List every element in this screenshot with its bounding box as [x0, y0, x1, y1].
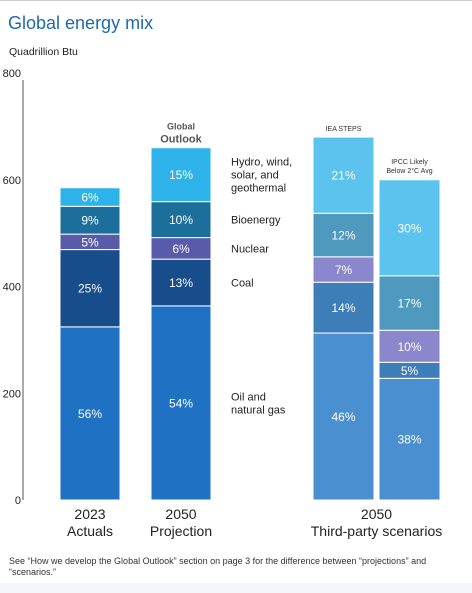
legend-label: Bioenergy	[231, 215, 281, 227]
segment-value-label: 10%	[397, 340, 421, 354]
segment-value-label: 38%	[397, 433, 421, 447]
segment-value-label: 10%	[169, 213, 193, 227]
y-tick-label: 400	[3, 282, 21, 294]
legend-label: Oil and	[231, 391, 266, 403]
bar-header-label: IPCC Likely	[391, 159, 428, 166]
segment-value-label: 9%	[81, 214, 99, 228]
segment-value-label: 7%	[335, 263, 353, 277]
segment-value-label: 6%	[81, 191, 99, 205]
segment-value-label: 30%	[397, 221, 421, 235]
top-divider	[0, 0, 472, 1]
bar-header-label: Below 2°C Avg	[386, 167, 432, 175]
x-axis-group-caption: Third-party scenarios	[311, 523, 443, 539]
segment-value-label: 25%	[78, 282, 102, 296]
segment-value-label: 5%	[401, 364, 419, 378]
segment-value-label: 56%	[78, 407, 102, 421]
bar-segment	[312, 212, 375, 258]
bar-segment	[312, 281, 375, 334]
footnote: See “How we develop the Global Outlook” …	[9, 556, 427, 577]
x-axis-group-year-label: 2050	[361, 506, 392, 522]
segment-value-label: 13%	[169, 276, 193, 290]
segment-value-label: 46%	[331, 410, 355, 424]
bar-segment	[378, 275, 441, 331]
bar-segment	[150, 305, 212, 501]
segment-value-label: 6%	[172, 242, 190, 256]
bar-segment	[378, 377, 441, 501]
segment-value-label: 12%	[331, 229, 355, 243]
bar-segment	[59, 249, 121, 328]
bar-segment	[312, 256, 375, 283]
x-axis-category-label: Actuals	[67, 523, 113, 539]
legend-label: natural gas	[231, 404, 286, 416]
legend-label: Hydro, wind,	[231, 157, 292, 169]
bar-segment	[150, 147, 212, 203]
x-axis-category-label: Projection	[150, 523, 212, 539]
y-tick-label: 200	[3, 388, 21, 400]
segment-value-label: 5%	[81, 235, 99, 249]
segment-value-label: 54%	[169, 396, 193, 410]
bar-header-label: IEA STEPS	[326, 126, 362, 133]
y-axis-unit-label: Quadrillion Btu	[9, 46, 78, 58]
bar-header-label: Global	[167, 122, 195, 132]
legend-label: Nuclear	[231, 243, 269, 255]
y-tick-label: 800	[3, 68, 21, 80]
legend-label: geothermal	[231, 183, 286, 195]
segment-value-label: 17%	[397, 297, 421, 311]
legend-label: solar, and	[231, 170, 279, 182]
segment-value-label: 14%	[331, 301, 355, 315]
segment-value-label: 15%	[169, 168, 193, 182]
bar-segment	[312, 136, 375, 214]
y-tick-label: 600	[3, 175, 21, 187]
x-axis-year-label: 2050	[165, 506, 196, 522]
bar-segment	[150, 258, 212, 307]
bar-segment	[59, 187, 121, 207]
page-title: Global energy mix	[8, 13, 154, 33]
x-axis-year-label: 2023	[74, 506, 105, 522]
bar-segment	[378, 329, 441, 363]
bar-segment	[59, 326, 121, 501]
bar-header-label: Outlook	[160, 134, 202, 146]
bar-segment	[59, 205, 121, 235]
footer-band	[0, 583, 472, 593]
legend-label: Coal	[231, 278, 254, 290]
segment-value-label: 21%	[331, 169, 355, 183]
y-tick-label: 0	[15, 495, 21, 507]
bar-segment	[378, 179, 441, 277]
bar-segment	[150, 201, 212, 239]
